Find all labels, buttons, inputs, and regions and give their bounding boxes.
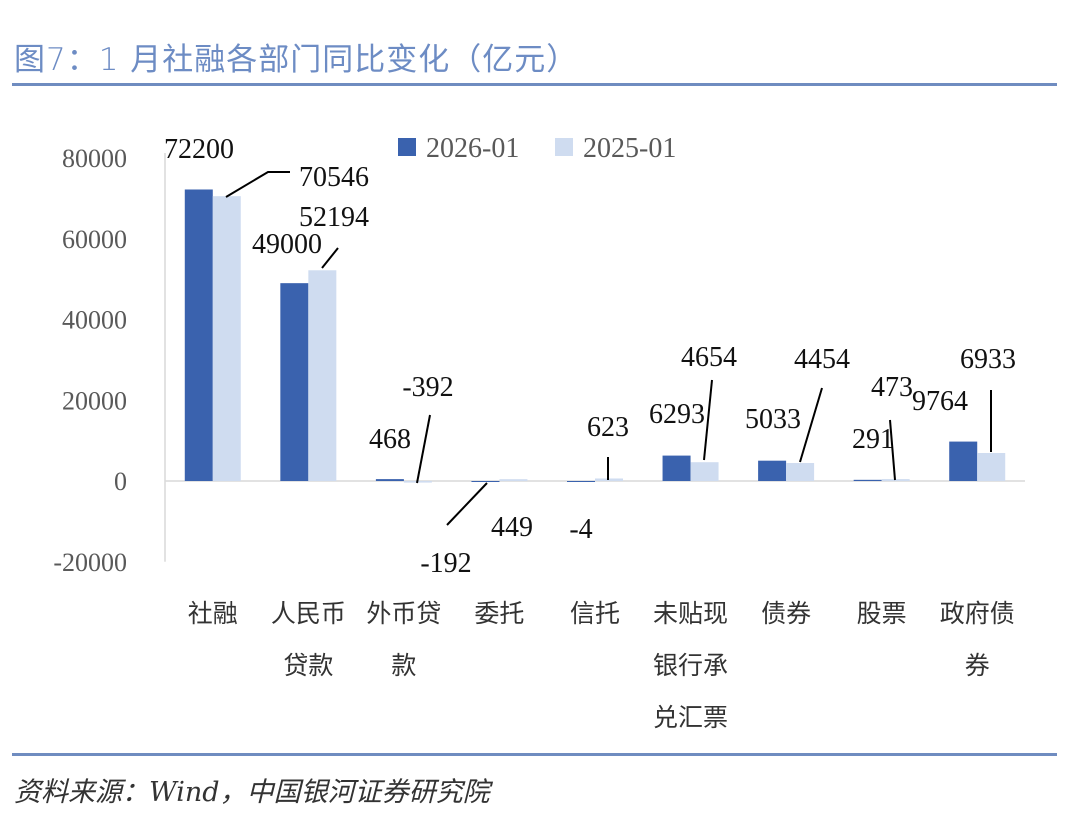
legend-swatch: [398, 138, 416, 156]
bar-2025-01: [212, 196, 241, 481]
legend-swatch: [555, 138, 573, 156]
bar-2025-01: [499, 479, 528, 481]
leader-line: [225, 171, 290, 198]
leader-line: [416, 414, 431, 484]
data-label: 4454: [794, 344, 850, 375]
data-label: 5033: [745, 404, 801, 435]
data-label: 6293: [649, 399, 705, 430]
y-tick-label: -20000: [53, 548, 127, 577]
category-label: 股票: [857, 599, 907, 628]
footer-divider: [12, 753, 1057, 756]
category-label: 外币贷: [366, 599, 441, 628]
category-label: 券: [965, 651, 990, 680]
data-label: 52194: [299, 202, 369, 233]
leader-line: [321, 247, 339, 269]
data-label: 6933: [960, 344, 1016, 375]
category-label: 兑汇票: [653, 703, 728, 732]
category-label: 委托: [474, 599, 524, 628]
chart-title: 图7：1 月社融各部门同比变化（亿元）: [14, 42, 579, 78]
legend-label: 2026-01: [426, 133, 519, 164]
category-label: 贷款: [283, 651, 333, 680]
category-label: 银行承: [653, 651, 728, 680]
data-label: 70546: [299, 162, 369, 193]
bar-2026-01: [662, 455, 691, 481]
bar-2025-01: [308, 270, 337, 481]
bar-chart: 80000 60000 40000 20000 0 -20000 72200 49000 468…: [53, 133, 1025, 732]
bar-2025-01: [977, 453, 1006, 481]
category-label: 债券: [761, 599, 811, 628]
bar-2026-01: [567, 481, 595, 482]
bar-2026-01: [184, 189, 213, 481]
category-label: 人民币: [271, 599, 346, 628]
y-tick-label: 60000: [62, 225, 127, 254]
bar-2025-01: [690, 462, 719, 481]
title-divider: [12, 83, 1057, 86]
data-label: 49000: [252, 229, 322, 260]
category-label: 社融: [188, 599, 238, 628]
category-label: 款: [391, 651, 416, 680]
bar-2025-01: [881, 479, 910, 481]
data-label: 468: [369, 424, 411, 455]
bar-2026-01: [949, 441, 978, 481]
data-label: -192: [420, 548, 471, 579]
y-tick-label: 80000: [62, 144, 127, 173]
y-tick-label: 20000: [62, 386, 127, 415]
data-label: -392: [402, 372, 453, 403]
source-note: 资料来源：Wind，中国银河证券研究院: [14, 777, 490, 808]
data-label: 473: [871, 372, 913, 403]
bar-2025-01: [786, 463, 815, 481]
y-tick-label: 40000: [62, 306, 127, 335]
bar-2026-01: [280, 283, 309, 481]
data-label: -4: [569, 514, 592, 545]
data-label: 9764: [912, 386, 968, 417]
bar-2026-01: [375, 479, 404, 481]
data-label: 623: [587, 412, 629, 443]
data-label: 291: [852, 424, 894, 455]
bar-2026-01: [853, 479, 882, 481]
category-label: 政府债: [940, 599, 1015, 628]
leader-line: [703, 379, 713, 461]
category-label: 信托: [570, 599, 620, 628]
leader-line: [889, 419, 896, 481]
bar-2026-01: [758, 460, 787, 481]
y-tick-label: 0: [114, 467, 127, 496]
leader-line: [799, 387, 823, 463]
bar-2026-01: [471, 481, 500, 482]
data-label: 449: [491, 512, 533, 543]
legend-label: 2025-01: [583, 133, 676, 164]
data-label: 4654: [681, 342, 737, 373]
data-label: 72200: [164, 134, 234, 165]
leader-line: [446, 482, 488, 526]
category-label: 未贴现: [653, 599, 728, 628]
